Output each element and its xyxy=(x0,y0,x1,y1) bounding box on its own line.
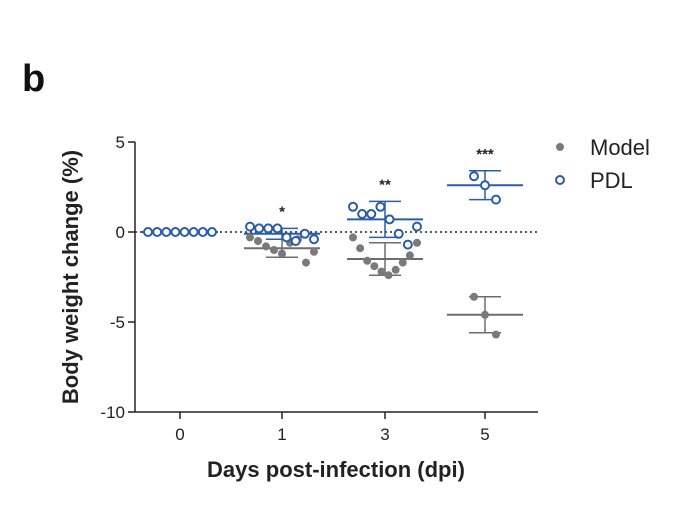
data-points xyxy=(143,171,501,339)
pdl-point xyxy=(272,223,283,234)
pdl-point xyxy=(375,201,386,212)
model-point xyxy=(370,262,379,271)
pdl-point xyxy=(348,201,358,212)
model-point xyxy=(413,238,421,247)
model-point xyxy=(405,251,414,260)
pdl-point xyxy=(254,223,265,234)
pdl-point xyxy=(480,180,490,191)
x-tick-label: 3 xyxy=(380,425,389,444)
model-point xyxy=(377,267,386,276)
pdl-point xyxy=(197,227,208,237)
model-point xyxy=(310,247,318,256)
legend: Model PDL xyxy=(555,135,650,193)
pdl-point xyxy=(384,214,395,225)
model-point xyxy=(262,242,270,251)
pdl-point xyxy=(412,221,422,232)
error-bars xyxy=(142,170,523,334)
pdl-point xyxy=(290,236,301,246)
model-point xyxy=(384,271,393,280)
y-axis-label: Body weight change (%) xyxy=(58,150,83,404)
significance-label: *** xyxy=(476,146,494,163)
model-point xyxy=(246,233,254,242)
pdl-point xyxy=(143,227,153,237)
panel-label: b xyxy=(22,58,46,100)
pdl-point xyxy=(188,227,199,237)
model-point xyxy=(363,256,372,265)
model-point xyxy=(302,258,310,267)
x-axis-label: Days post-infection (dpi) xyxy=(207,457,465,482)
pdl-point xyxy=(281,232,292,243)
model-point xyxy=(349,233,357,242)
pdl-point xyxy=(402,239,413,250)
x-ticks: 0 1 3 5 xyxy=(175,412,490,444)
pdl-point xyxy=(161,227,172,237)
x-tick-label: 0 xyxy=(175,425,184,444)
pdl-point xyxy=(393,228,404,239)
pdl-point xyxy=(491,194,501,205)
legend-pdl-marker xyxy=(555,175,565,185)
significance-label: ** xyxy=(379,176,391,193)
model-point xyxy=(278,249,286,258)
y-ticks: -10 -5 0 5 xyxy=(100,133,135,422)
y-tick-label: 5 xyxy=(116,133,125,152)
y-tick-label: -10 xyxy=(100,403,125,422)
pdl-point xyxy=(299,228,310,239)
legend-pdl-label: PDL xyxy=(590,168,633,193)
model-point xyxy=(398,258,407,267)
significance-markers: ****** xyxy=(279,146,494,221)
pdl-point xyxy=(245,221,255,232)
legend-model-marker xyxy=(556,143,564,151)
model-point xyxy=(270,246,278,254)
x-tick-label: 1 xyxy=(277,425,286,444)
pdl-point xyxy=(179,227,190,237)
pdl-point xyxy=(366,209,377,219)
pdl-point xyxy=(357,209,368,219)
model-point xyxy=(470,292,478,301)
pdl-point xyxy=(263,223,274,234)
legend-model-label: Model xyxy=(590,135,650,160)
model-point xyxy=(356,244,365,253)
pdl-point xyxy=(152,227,163,237)
y-tick-label: 0 xyxy=(116,223,125,242)
y-tick-label: -5 xyxy=(110,313,125,332)
model-point xyxy=(254,237,262,245)
pdl-point xyxy=(207,227,217,237)
pdl-point xyxy=(170,227,181,237)
significance-label: * xyxy=(279,203,285,220)
model-point xyxy=(391,265,400,274)
x-tick-label: 5 xyxy=(480,425,489,444)
model-point xyxy=(481,310,489,319)
pdl-point xyxy=(469,171,479,182)
pdl-point xyxy=(309,234,319,245)
model-point xyxy=(492,330,500,339)
